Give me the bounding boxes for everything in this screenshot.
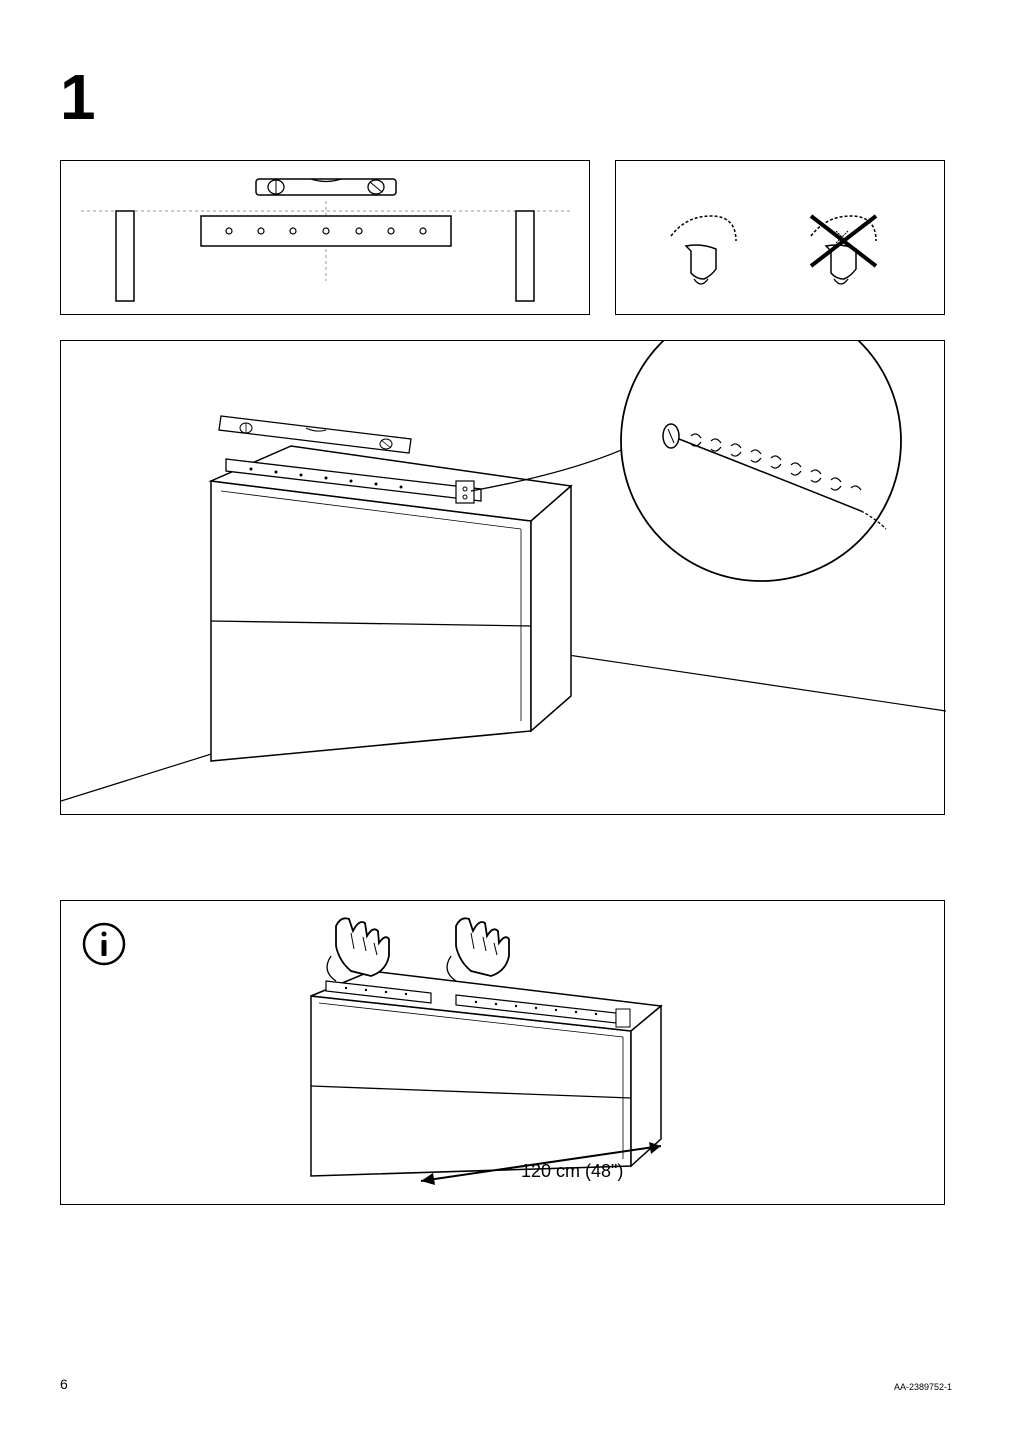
panel-screw-types bbox=[615, 160, 945, 315]
panel-info-dimension: 120 cm (48") bbox=[60, 900, 945, 1205]
screw-types-diagram bbox=[616, 161, 946, 316]
info-dimension-diagram bbox=[61, 901, 946, 1206]
document-code: AA-2389752-1 bbox=[894, 1382, 952, 1392]
page-number: 6 bbox=[60, 1376, 68, 1392]
info-icon bbox=[81, 921, 127, 967]
step-number: 1 bbox=[60, 60, 96, 134]
spirit-level-icon bbox=[219, 416, 411, 453]
panel-cabinet-mount bbox=[60, 340, 945, 815]
panel-level-rail bbox=[60, 160, 590, 315]
cabinet-mount-diagram bbox=[61, 341, 946, 816]
assembly-instruction-page: 1 bbox=[0, 0, 1012, 1432]
cabinet-icon bbox=[211, 446, 571, 761]
screw-incorrect-icon bbox=[811, 216, 876, 284]
hand-left-icon bbox=[327, 918, 389, 981]
screw-correct-icon bbox=[671, 216, 736, 284]
level-rail-diagram bbox=[61, 161, 591, 316]
hand-right-icon bbox=[447, 918, 509, 981]
dimension-label: 120 cm (48") bbox=[521, 1161, 623, 1182]
